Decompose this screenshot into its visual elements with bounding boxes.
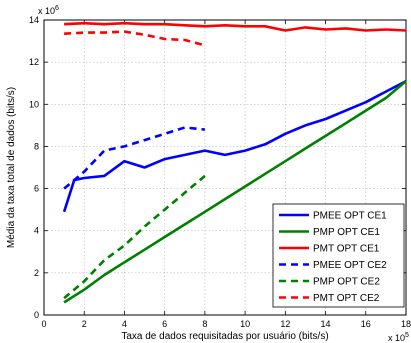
legend-label: PMEE OPT CE1: [313, 211, 387, 222]
y-tick-label: 8: [34, 141, 39, 151]
series-line-3: [64, 21, 407, 32]
y-tick-label: 14: [29, 15, 39, 25]
x-tick-label: 2: [82, 319, 87, 329]
x-axis-label: Taxa de dados requisitadas por usuário (…: [121, 331, 328, 342]
legend: PMEE OPT CE1 PMP OPT CE1 PMT OPT CE1 PMEE O…: [272, 203, 405, 308]
x-tick-label: 0: [41, 319, 46, 329]
y-tick-label: 4: [34, 226, 39, 236]
x-tick-label: 4: [122, 319, 127, 329]
legend-label: PMT OPT CE2: [313, 293, 380, 304]
y-tick-label: 2: [34, 268, 39, 278]
series-line-1: [62, 79, 407, 213]
x-tick-label: 12: [280, 319, 290, 329]
x-tick-label: 16: [361, 319, 371, 329]
y-tick-label: 0: [34, 310, 39, 320]
legend-label: PMP OPT CE2: [313, 277, 380, 288]
y-tick-label: 6: [34, 184, 39, 194]
x-tick-label: 14: [321, 319, 331, 329]
x-exponent-label: x 105: [388, 332, 409, 343]
legend-label: PMT OPT CE1: [313, 244, 380, 255]
y-axis-label: Média da taxa total de dados (bits/s): [6, 87, 17, 248]
x-tick-label: 6: [162, 319, 167, 329]
legend-label: PMEE OPT CE2: [313, 260, 387, 271]
x-tick-label: 8: [202, 319, 207, 329]
series-line-4: [63, 126, 206, 190]
y-exponent-label: x 106: [38, 5, 59, 16]
y-tick-label: 12: [29, 57, 39, 67]
legend-box: [272, 203, 405, 308]
series-line-5: [63, 174, 206, 300]
legend-label: PMP OPT CE1: [313, 227, 380, 238]
series-lines: [62, 21, 407, 304]
x-tick-label: 18: [401, 319, 411, 329]
x-tick-label: 10: [240, 319, 250, 329]
series-line-2: [63, 80, 407, 304]
y-tick-label: 10: [29, 99, 39, 109]
